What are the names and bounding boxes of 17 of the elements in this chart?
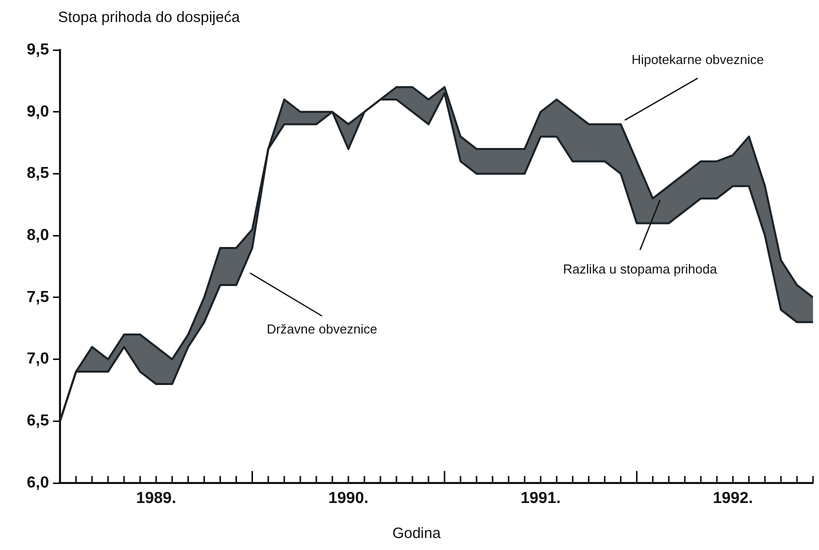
annotation: Hipotekarne obveznice	[632, 52, 764, 67]
y-tick-label: 7,0	[26, 350, 50, 368]
y-tick-label: 6,0	[26, 474, 50, 492]
annotation: Državne obveznice	[266, 322, 378, 337]
y-tick-label: 9,5	[26, 41, 50, 58]
annotation: Razlika u stopama prihoda	[563, 262, 718, 277]
x-tick-label: 1991.	[520, 490, 561, 508]
y-tick-label: 8,0	[26, 226, 50, 244]
x-tick-label: 1990.	[328, 490, 368, 508]
x-tick-label: 1989.	[136, 490, 176, 508]
x-tick-label: 1992.	[712, 490, 753, 508]
y-tick-label: 7,5	[26, 288, 50, 306]
y-axis-title: Stopa prihoda do dospijeća	[58, 9, 240, 26]
y-tick-label: 9,0	[26, 103, 50, 120]
x-axis-title: Godina	[392, 525, 442, 542]
y-tick-label: 8,5	[26, 165, 50, 182]
y-tick-label: 6,5	[26, 412, 50, 430]
